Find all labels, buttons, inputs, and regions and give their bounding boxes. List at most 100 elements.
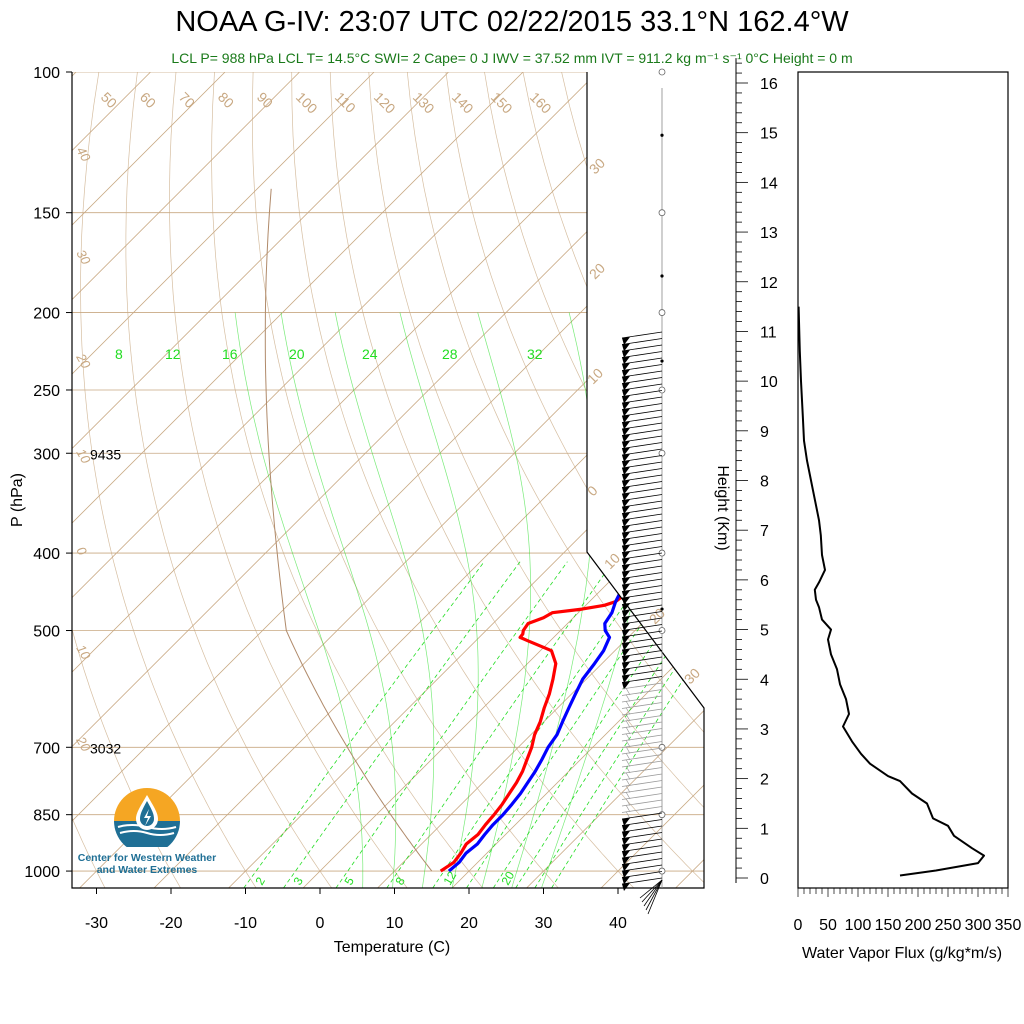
wind-barb bbox=[621, 676, 663, 690]
wind-barb bbox=[621, 338, 663, 352]
isotherm-line bbox=[526, 72, 704, 888]
isotherm-label-right: 0 bbox=[584, 482, 601, 499]
height-tick-label: 8 bbox=[760, 474, 769, 491]
calm-circle bbox=[658, 811, 666, 819]
wind-barb bbox=[621, 429, 663, 443]
wind-barb bbox=[621, 331, 663, 345]
mixing-ratio-line bbox=[492, 561, 704, 888]
wind-barb bbox=[621, 773, 663, 787]
wind-barb bbox=[621, 487, 663, 501]
wind-barb bbox=[621, 669, 663, 683]
isotherm-label: 160 bbox=[527, 89, 555, 117]
dry-adiabat bbox=[638, 72, 704, 888]
isotherm-label-right: 30 bbox=[586, 155, 608, 177]
isotherm-label-right: 10 bbox=[601, 550, 623, 572]
mixing-ratio-line bbox=[551, 561, 704, 888]
wind-barb bbox=[621, 481, 663, 495]
wind-barb bbox=[621, 793, 663, 806]
moist-adiabat bbox=[280, 312, 397, 888]
wind-barb-tail bbox=[645, 879, 663, 911]
height-tick-label: 1 bbox=[760, 821, 769, 838]
mixing-ratio-line bbox=[335, 561, 568, 888]
flux-x-tick-label: 100 bbox=[845, 917, 872, 934]
dry-adiabat-label: 30 bbox=[73, 247, 94, 268]
wind-barb bbox=[621, 747, 663, 761]
calm-circle bbox=[658, 867, 666, 875]
isotherm-line bbox=[79, 72, 704, 888]
water-drop-sun-icon bbox=[114, 788, 180, 854]
moist-adiabat bbox=[334, 312, 435, 888]
wind-barb bbox=[621, 877, 663, 891]
y-tick-label: 400 bbox=[33, 546, 60, 563]
wind-barb bbox=[621, 864, 663, 878]
isotherm-label: 80 bbox=[215, 89, 237, 111]
isotherm-line bbox=[72, 72, 375, 888]
flux-x-tick-label: 350 bbox=[995, 917, 1022, 934]
wind-barb-column bbox=[621, 68, 666, 915]
wind-barb bbox=[621, 741, 663, 754]
moist-adiabat bbox=[511, 312, 594, 888]
wind-barb bbox=[621, 812, 663, 826]
mixing-ratio-label: 16 bbox=[222, 346, 238, 362]
wind-barb bbox=[621, 650, 663, 664]
wind-barb bbox=[621, 604, 663, 618]
wind-barb-tail bbox=[643, 879, 663, 907]
x-tick-label: 10 bbox=[386, 915, 404, 932]
isotherm-line bbox=[600, 72, 704, 888]
wind-barb bbox=[621, 565, 663, 579]
wind-barb bbox=[621, 832, 663, 846]
dry-adiabat-label: 40 bbox=[73, 144, 94, 165]
wind-barb-tail bbox=[641, 879, 663, 903]
mixing-ratio-line bbox=[386, 561, 614, 888]
height-tick-label: 0 bbox=[760, 871, 769, 888]
calm-circle bbox=[658, 209, 666, 217]
isotherm-line bbox=[302, 72, 704, 888]
dry-adiabat bbox=[870, 72, 1024, 888]
wind-barb bbox=[621, 390, 663, 404]
y-tick-label: 100 bbox=[33, 65, 60, 82]
dry-adiabat bbox=[599, 72, 704, 888]
mixing-ratio-line bbox=[534, 561, 704, 888]
barb-dot bbox=[660, 274, 664, 278]
height-tick-label: 13 bbox=[760, 225, 778, 242]
wind-barb bbox=[621, 357, 663, 371]
wind-barb bbox=[621, 838, 663, 852]
wind-barb bbox=[621, 572, 663, 586]
wind-barb bbox=[621, 682, 663, 696]
dry-adiabat bbox=[445, 72, 704, 888]
isotherm-label: 120 bbox=[371, 89, 399, 117]
dry-adiabat bbox=[169, 72, 408, 888]
barb-dot bbox=[660, 359, 664, 363]
isotherm-label: 130 bbox=[410, 89, 438, 117]
wind-barb bbox=[621, 728, 663, 741]
x-tick-label: -10 bbox=[234, 915, 257, 932]
dry-adiabat bbox=[211, 72, 484, 888]
isotherm-line bbox=[72, 72, 673, 888]
mixing-ratio-line bbox=[466, 561, 685, 888]
x-axis-title: Temperature (C) bbox=[334, 939, 450, 956]
y-tick-label: 300 bbox=[33, 446, 60, 463]
chart-title: NOAA G-IV: 23:07 UTC 02/22/2015 33.1°N 1… bbox=[175, 6, 849, 38]
dry-adiabat bbox=[406, 72, 704, 888]
x-tick-label: 0 bbox=[316, 915, 325, 932]
height-tick-label: 10 bbox=[760, 374, 778, 391]
isotherm-label: 90 bbox=[254, 89, 276, 111]
wind-barb bbox=[621, 611, 663, 625]
dry-adiabat bbox=[329, 72, 704, 888]
isotherm-line bbox=[72, 72, 704, 888]
wind-barb bbox=[621, 734, 663, 748]
isotherm-line bbox=[72, 72, 524, 888]
height-tick-label: 9 bbox=[760, 424, 769, 441]
height-annotation: 9435 bbox=[90, 446, 121, 462]
isotherm-label: 50 bbox=[98, 89, 120, 111]
mixing-ratio-label: 12 bbox=[165, 346, 181, 362]
wind-barb bbox=[621, 689, 663, 702]
wind-barb bbox=[621, 435, 663, 449]
calm-circle bbox=[658, 309, 666, 316]
isotherm-label-right: 30 bbox=[681, 665, 703, 687]
wind-barb bbox=[621, 370, 663, 384]
dry-adiabat bbox=[522, 72, 704, 888]
isotherm-line bbox=[72, 72, 598, 888]
wind-barb bbox=[621, 422, 663, 436]
dry-adiabat-label: 20 bbox=[73, 350, 94, 372]
